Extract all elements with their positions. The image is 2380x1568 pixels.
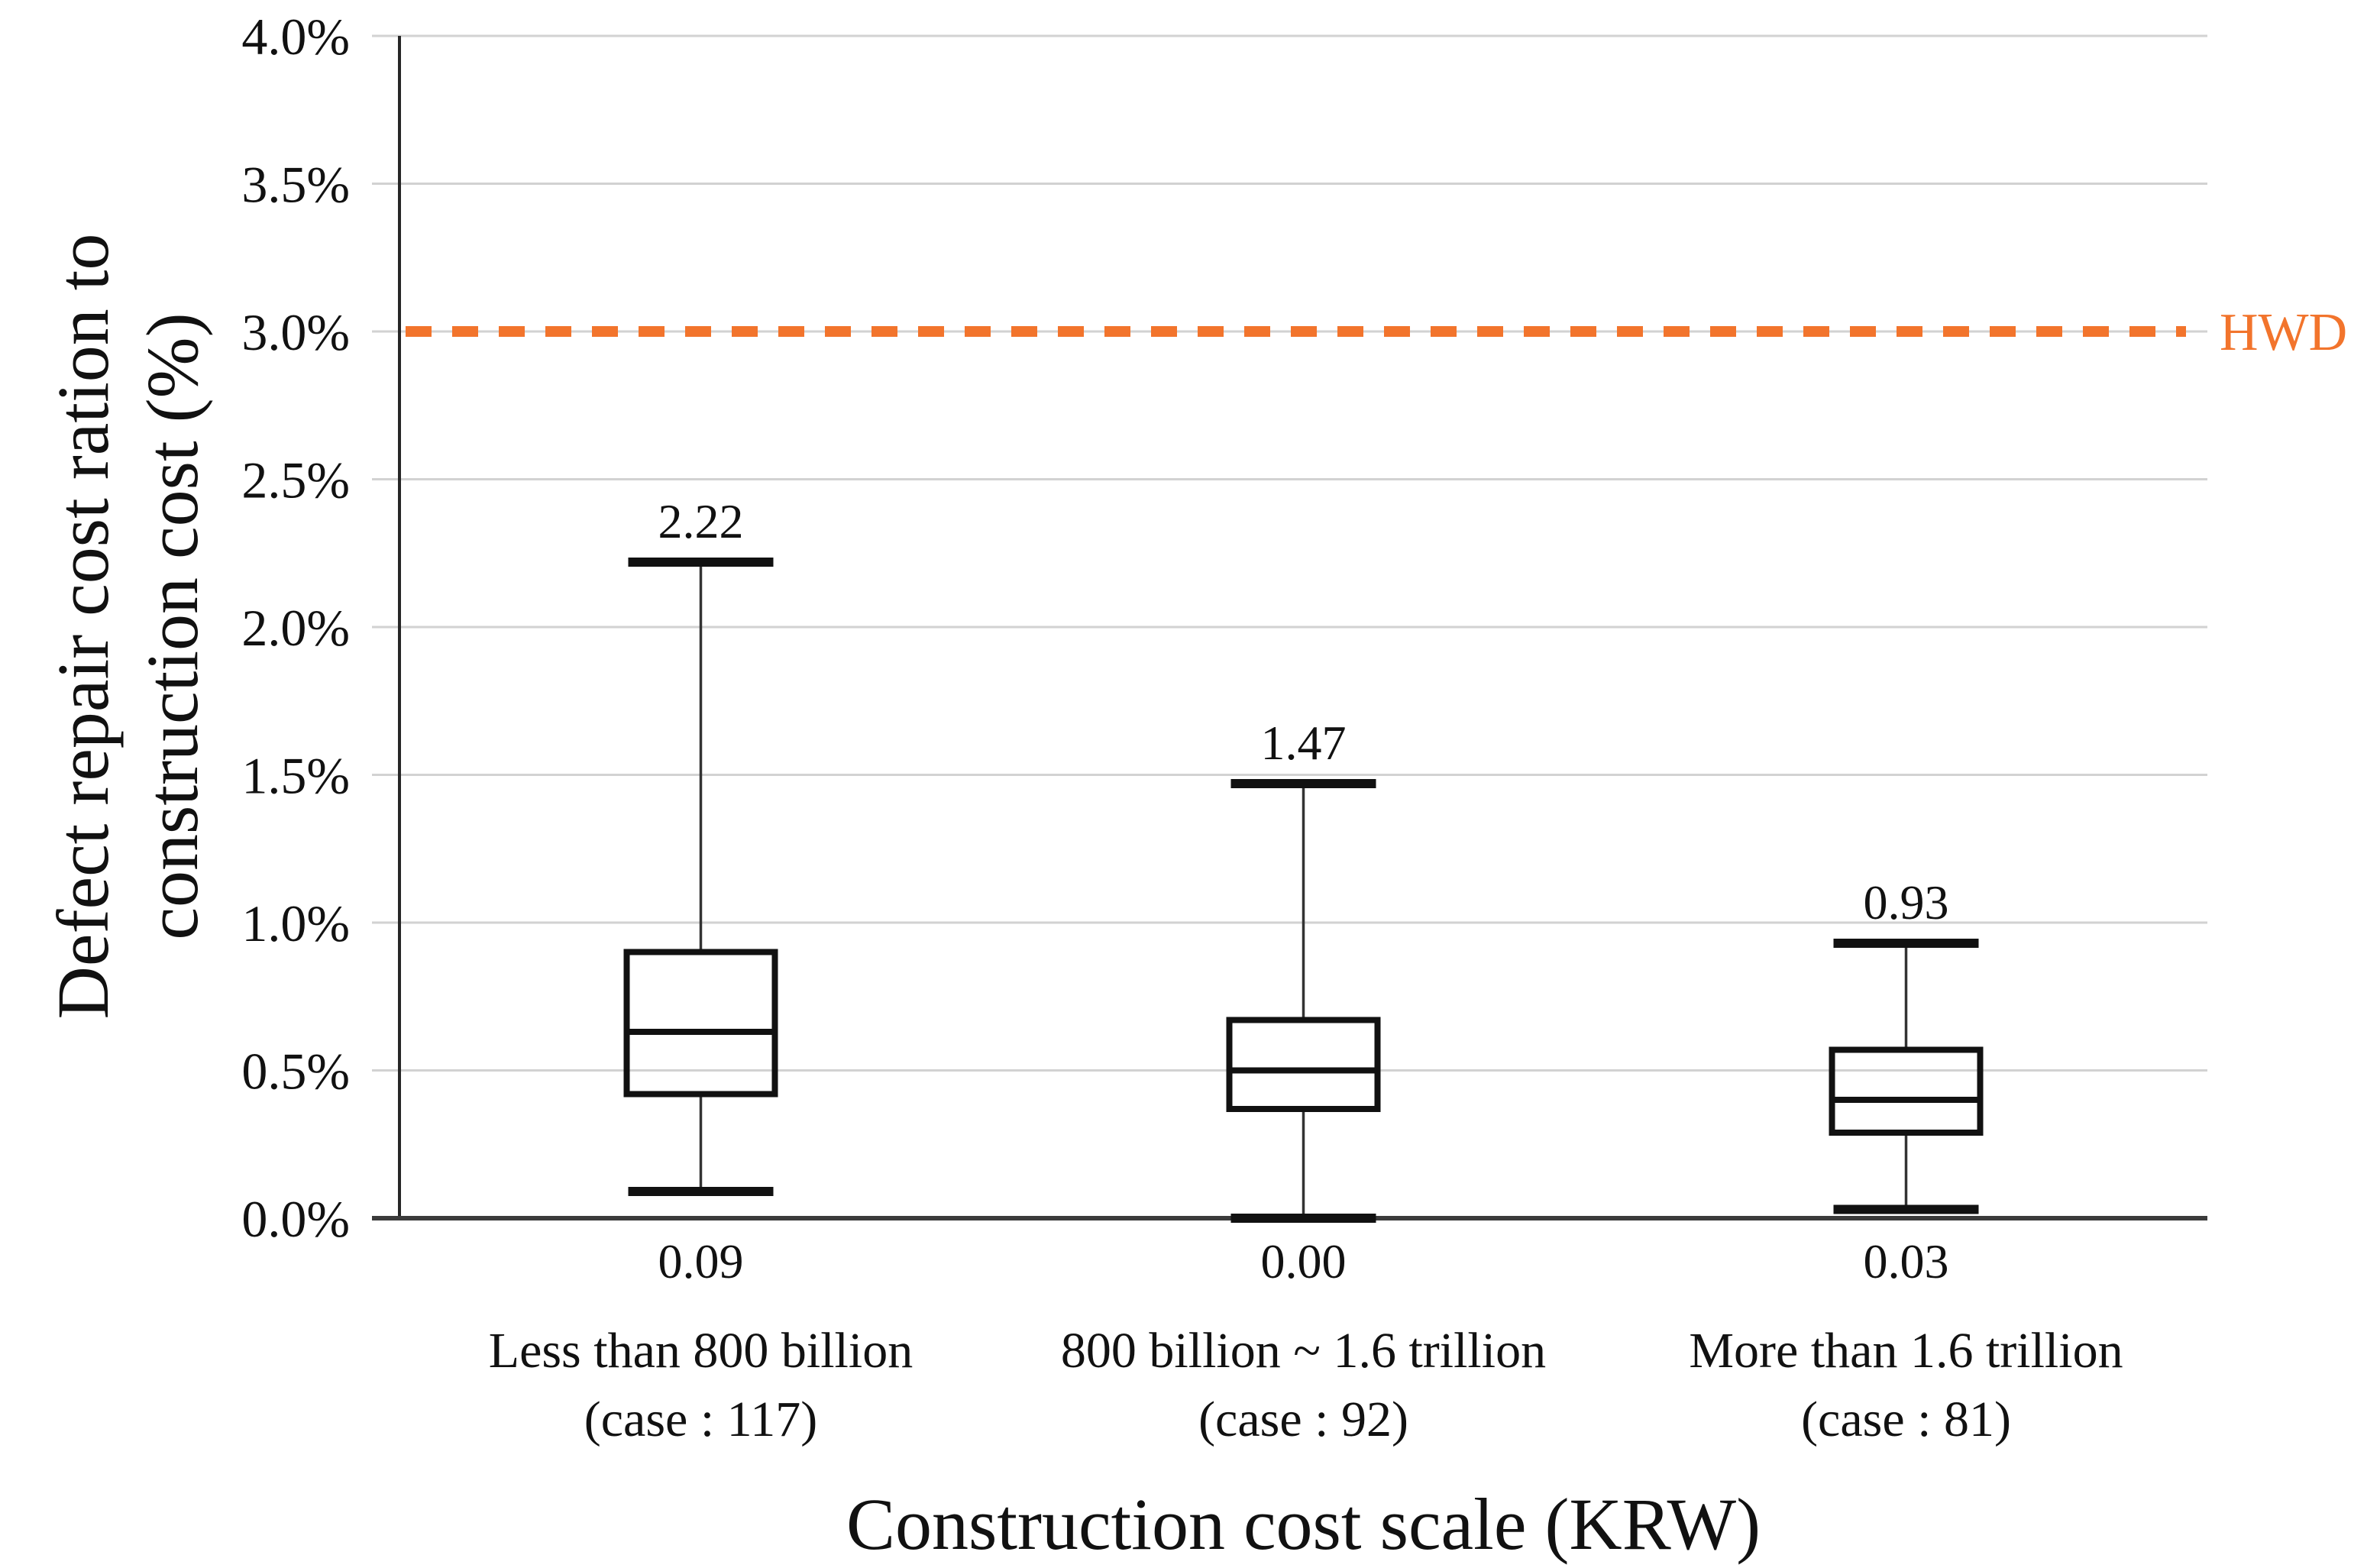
- y-tick-label: 0.5%: [241, 1043, 350, 1101]
- box-iqr: [1226, 1017, 1381, 1112]
- x-axis-title: Construction cost scale (KRW): [846, 1483, 1761, 1565]
- hwd-label: HWD: [2220, 303, 2347, 362]
- min-value-label: 0.09: [658, 1234, 744, 1288]
- y-tick-label: 4.0%: [241, 8, 350, 66]
- min-value-label: 0.03: [1864, 1234, 1949, 1288]
- min-value-label: 0.00: [1261, 1234, 1347, 1288]
- y-tick-label: 3.5%: [241, 156, 350, 214]
- max-value-label: 1.47: [1261, 716, 1347, 770]
- category-label-line1: Less than 800 billion: [489, 1323, 913, 1379]
- y-tick-label: 1.0%: [241, 894, 350, 952]
- max-value-label: 2.22: [658, 494, 744, 548]
- max-value-label: 0.93: [1864, 875, 1949, 929]
- y-tick-label: 2.5%: [241, 451, 350, 509]
- y-tick-label: 0.0%: [241, 1190, 350, 1248]
- box-iqr: [1829, 1046, 1984, 1136]
- category-label-line1: More than 1.6 trillion: [1689, 1323, 2123, 1379]
- y-tick-label: 2.0%: [241, 599, 350, 657]
- category-label-line1: 800 billion ~ 1.6 trillion: [1061, 1323, 1546, 1379]
- y-axis-title-line2: construction cost (%): [131, 312, 214, 940]
- y-tick-label: 3.0%: [241, 303, 350, 361]
- y-tick-label: 1.5%: [241, 747, 350, 805]
- box-iqr: [623, 949, 778, 1098]
- y-axis-title: Defect repair cost ration to constructio…: [38, 0, 222, 1314]
- category-label-line2: (case : 81): [1801, 1392, 2011, 1447]
- category-label-line2: (case : 117): [584, 1392, 817, 1447]
- y-axis-title-line1: Defect repair cost ration to: [42, 233, 124, 1020]
- category-label-line2: (case : 92): [1198, 1392, 1408, 1447]
